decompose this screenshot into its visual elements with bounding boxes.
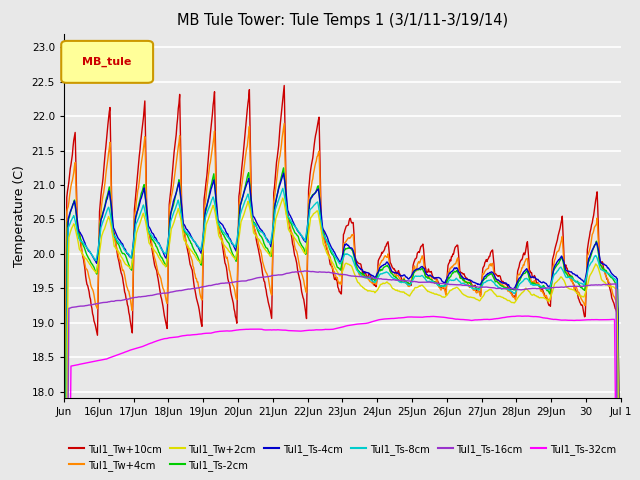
Legend: Tul1_Tw+10cm, Tul1_Tw+4cm, Tul1_Tw+2cm, Tul1_Ts-2cm, Tul1_Ts-4cm, Tul1_Ts-8cm, T: Tul1_Tw+10cm, Tul1_Tw+4cm, Tul1_Tw+2cm, … xyxy=(65,440,620,475)
Y-axis label: Temperature (C): Temperature (C) xyxy=(13,165,26,267)
FancyBboxPatch shape xyxy=(61,41,153,83)
Title: MB Tule Tower: Tule Temps 1 (3/1/11-3/19/14): MB Tule Tower: Tule Temps 1 (3/1/11-3/19… xyxy=(177,13,508,28)
Text: MB_tule: MB_tule xyxy=(82,57,132,67)
